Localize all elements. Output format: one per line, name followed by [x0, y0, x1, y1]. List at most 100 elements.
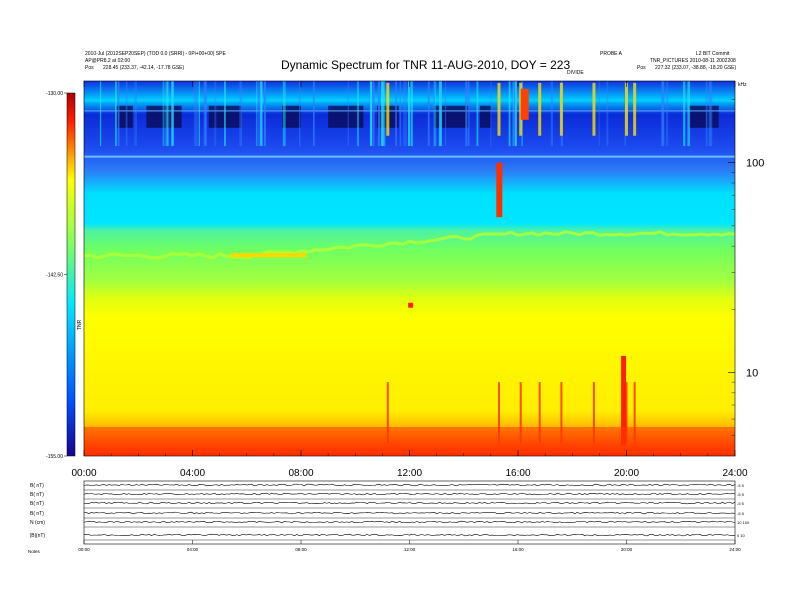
vertical-streak [705, 81, 708, 147]
lower-x-tick-label: 16:00 [512, 547, 524, 552]
vertical-streak [372, 81, 375, 147]
header-right-line-2: TNR_PICTURES 2010-08-11 2002208 [650, 58, 736, 64]
plasma-line-yellow [230, 253, 307, 258]
burst-low [625, 382, 628, 444]
vertical-streak [512, 81, 515, 147]
chart-title: Dynamic Spectrum for TNR 11-AUG-2010, DO… [281, 58, 571, 72]
vertical-streak [661, 81, 665, 147]
freq-band [84, 155, 735, 158]
burst-top [633, 82, 637, 136]
lower-row-range: 0 10 [737, 533, 746, 538]
vertical-streak [465, 81, 468, 147]
vertical-streak [395, 81, 398, 147]
vertical-streak [115, 81, 117, 147]
pos-right-values: 227.32 (233.07, -38.88, -18.20 GSE) [655, 65, 737, 71]
vertical-streak [382, 81, 386, 147]
burst-top [538, 82, 542, 136]
vertical-streak [377, 81, 381, 147]
header-pos-left: Pos 228.45 (233.37, -42.14, -17.78 GSE) [85, 65, 184, 71]
vertical-streak [467, 81, 470, 147]
vertical-streak [193, 81, 195, 147]
vertical-streak [347, 81, 350, 147]
vertical-streak [198, 81, 200, 147]
pos-left-values: 228.45 (233.37, -42.14, -17.78 GSE) [103, 65, 185, 71]
colorbar [66, 92, 76, 457]
vertical-streak [203, 81, 207, 147]
x-tick-label: 08:00 [288, 468, 313, 479]
vertical-streak [598, 81, 600, 147]
vertical-streak [255, 81, 258, 147]
lower-trace [83, 520, 736, 524]
burst-low [386, 382, 389, 444]
vertical-streak [99, 81, 102, 147]
lower-x-tick-label: 24:00 [729, 547, 741, 552]
burst-top [559, 82, 563, 136]
lower-row-range: -5 5 [737, 511, 745, 516]
burst-top-red [520, 88, 529, 120]
lower-x-tick-label: 20:00 [621, 547, 633, 552]
vertical-streak [405, 81, 407, 147]
lower-row-label: |B|(nT) [30, 533, 45, 539]
vertical-streak [511, 81, 514, 147]
vertical-streak [205, 81, 207, 147]
lower-row-label: B( nT) [30, 501, 44, 507]
vertical-streak [171, 81, 174, 147]
lower-x-tick-label: 08:00 [295, 547, 307, 552]
vertical-streak [710, 81, 713, 147]
vertical-streak [194, 81, 198, 147]
vertical-streak [708, 81, 711, 147]
vertical-streak [312, 81, 315, 147]
burst-low [592, 382, 595, 444]
header-right-b: L2 BIT Commit [696, 51, 730, 57]
lower-trace [83, 501, 736, 505]
lower-row-label: B( nT) [30, 483, 44, 489]
lower-row-range: -5 5 [737, 501, 745, 506]
vertical-streak [410, 81, 413, 147]
x-axis: 00:00 04:00 08:00 12:00 16:00 20:00 24:00 [71, 81, 748, 479]
vertical-streak [224, 81, 226, 147]
vertical-streak [381, 81, 384, 147]
vertical-streak [162, 81, 165, 147]
lower-x-tick-label: 04:00 [187, 547, 199, 552]
y-tick-label: 100 [746, 158, 764, 170]
vertical-streak [166, 81, 170, 147]
colorbar-tick-label: -155.00 [46, 454, 63, 460]
vertical-streak [356, 81, 360, 147]
vertical-streak [427, 81, 430, 147]
header-line-1: 2010-Jul (2012SEP20SEP) (TOD 0.0 (SRRI) … [85, 51, 226, 57]
vertical-streak [239, 81, 243, 147]
vertical-streak [381, 81, 384, 147]
burst-low [538, 382, 541, 444]
dark-patch [480, 105, 491, 128]
x-tick-label: 16:00 [505, 468, 530, 479]
burst-low [633, 382, 636, 444]
vertical-streak [687, 81, 691, 147]
colorbar-tick-label: -142.50 [46, 273, 63, 279]
vertical-streak [125, 81, 128, 147]
vertical-streak [438, 81, 442, 147]
lower-row-label: B( nT) [30, 511, 44, 517]
vertical-streak [407, 81, 411, 147]
vertical-streak [263, 81, 267, 147]
burst-top [386, 82, 390, 136]
pos-left-label: Pos [85, 65, 94, 71]
vertical-streak [514, 81, 517, 147]
lower-trace [83, 483, 736, 487]
vertical-streak [259, 81, 263, 147]
x-tick-label: 04:00 [180, 468, 205, 479]
vertical-streak [165, 81, 169, 147]
vertical-streak [370, 81, 372, 147]
lower-footer-label: Notes [28, 549, 41, 554]
lower-trace [83, 511, 736, 515]
burst-top [592, 82, 596, 136]
burst-low-red [621, 355, 627, 446]
header-line-2: AP@PR8.2 at 02:00 [85, 58, 131, 64]
burst-top [497, 82, 501, 136]
plasma-line [84, 230, 735, 260]
lower-panel: B( nT) -5 5 B( nT) -5 5 B( nT) -5 5 B( nT) -5 5… [28, 480, 750, 554]
burst-top [625, 82, 628, 136]
x-tick-label: 24:00 [722, 468, 747, 479]
burst-low [519, 382, 522, 444]
vertical-streak [214, 81, 217, 147]
